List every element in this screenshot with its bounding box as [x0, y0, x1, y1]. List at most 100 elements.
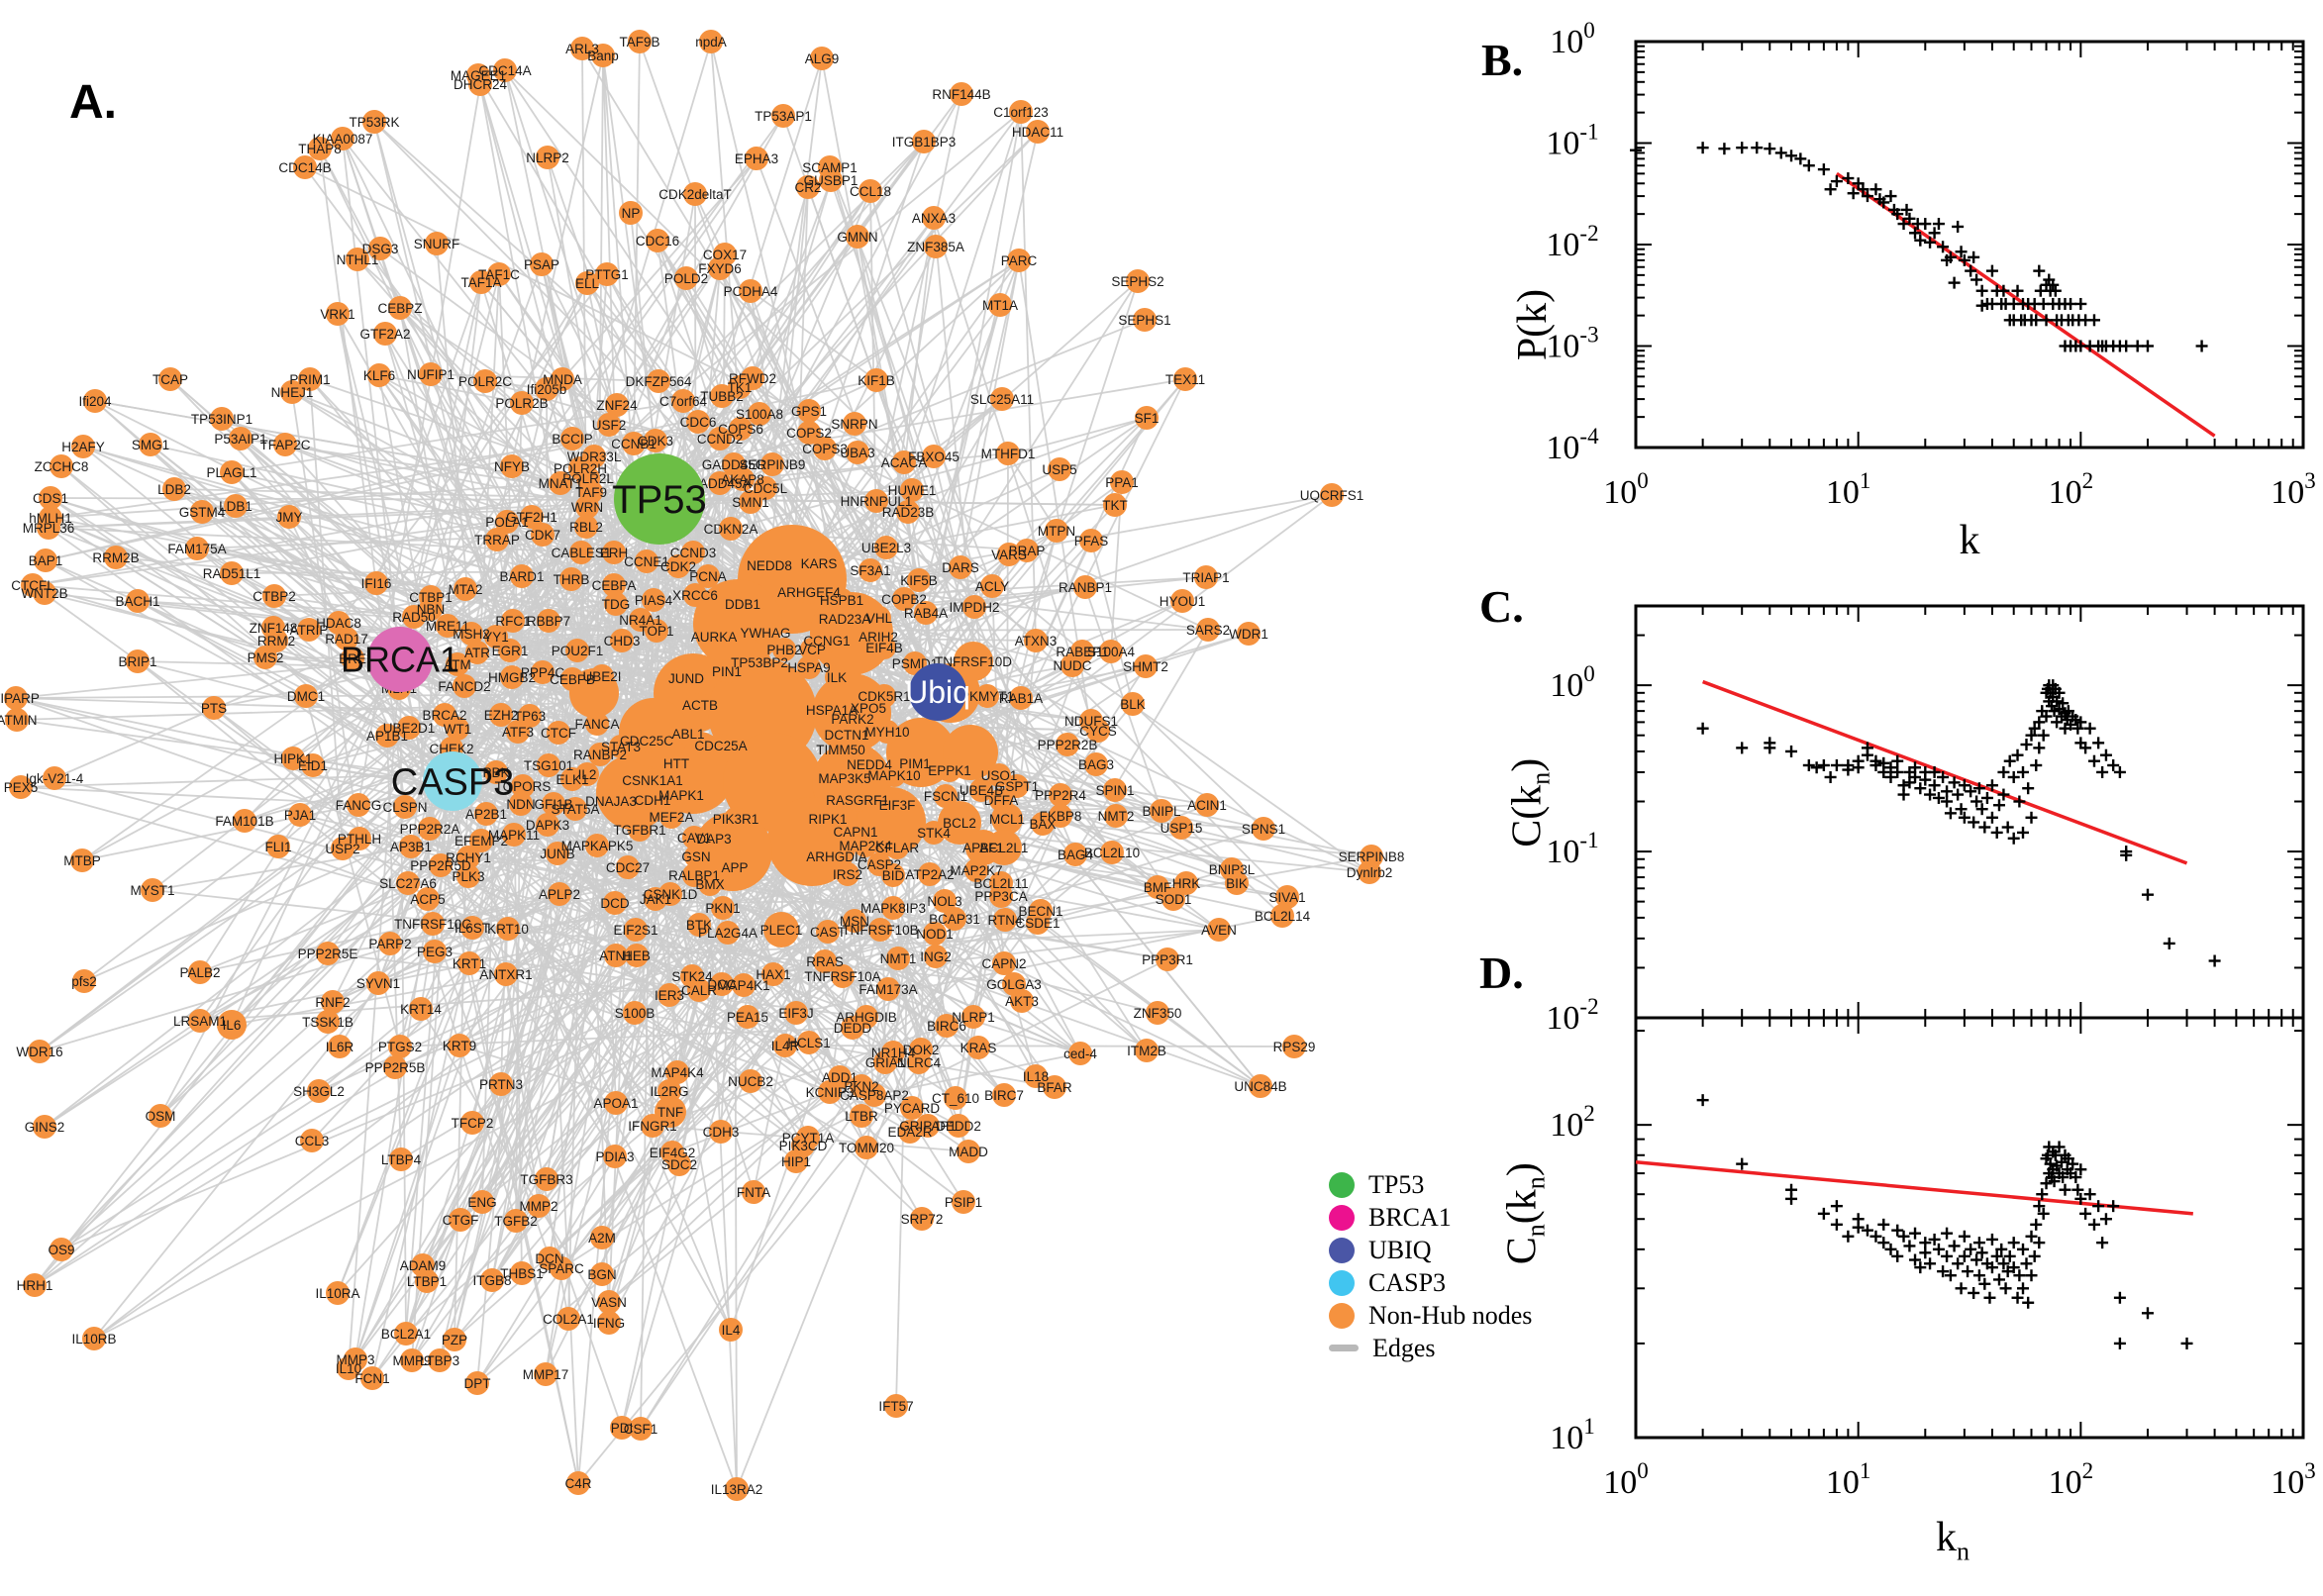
network-node [399, 835, 423, 858]
plot-C: 100 10-1 10-2 [1546, 604, 2305, 1037]
node-label: PKN1 [705, 901, 740, 916]
node-label: DAP3 [696, 832, 731, 847]
node-label: PIN1 [712, 664, 742, 679]
network-node [1060, 653, 1084, 677]
network-node [158, 367, 182, 391]
node-label: WNT2B [21, 586, 67, 601]
svg-text:10-3: 10-3 [1546, 323, 1598, 365]
svg-text:10-2: 10-2 [1546, 994, 1598, 1037]
network-node [500, 665, 524, 689]
edge [399, 658, 407, 1335]
node-label: IL18 [1023, 1069, 1049, 1084]
network-node [796, 175, 820, 199]
node-label: GRIPAP1 [899, 1119, 957, 1134]
node-label: USP5 [1042, 462, 1076, 477]
node-label: KIAA0087 [313, 132, 373, 147]
network-node [202, 696, 226, 720]
node-label: BARD1 [499, 569, 544, 584]
network-node [1010, 989, 1034, 1013]
network-node [748, 402, 771, 426]
network-node [210, 407, 234, 431]
network-node [347, 793, 370, 817]
node-label: ATMIN [0, 713, 38, 728]
network-node [301, 753, 325, 777]
node-label: CSDE1 [1015, 916, 1060, 931]
node-label: TKT [1102, 498, 1128, 513]
network-node [816, 807, 840, 831]
network-node [850, 1104, 873, 1128]
network-node [326, 302, 350, 326]
node-label: ced-4 [1063, 1047, 1097, 1061]
node-label: UBE4B [960, 783, 1003, 798]
node-label: TIMM50 [816, 743, 865, 757]
network-node [858, 179, 882, 203]
network-node [280, 380, 304, 404]
node-label: CAPN2 [981, 956, 1026, 971]
network-node [368, 237, 392, 260]
node-label: STK4 [917, 826, 951, 841]
network-node [308, 137, 332, 160]
node-label: ERH [600, 546, 629, 560]
network-node [1133, 308, 1157, 332]
node-label: TFAP2C [259, 438, 310, 452]
node-label: FBXO45 [908, 449, 960, 464]
node-label: CDK5R1 [858, 689, 910, 704]
node-label: EDA2R [887, 1125, 932, 1140]
network-node [574, 515, 598, 539]
node-label: MT1A [982, 298, 1018, 313]
network-node [575, 271, 599, 295]
edge [452, 780, 957, 1099]
network-node [761, 962, 785, 986]
network-node [641, 788, 664, 812]
node-label: CT_610 [932, 1091, 979, 1106]
edge [399, 386, 741, 660]
network-node [771, 104, 795, 128]
panel-b-label: B. [1481, 35, 1524, 85]
node-label: WDR33L [567, 449, 622, 464]
network-node [1121, 692, 1145, 716]
network-node [604, 592, 628, 616]
network-node [281, 747, 305, 770]
edge [342, 138, 401, 660]
network-node [952, 1190, 975, 1214]
node-label: EIF3F [879, 798, 916, 813]
node-label: PTS [201, 701, 227, 716]
legend-label: Edges [1372, 1333, 1436, 1362]
network-node [885, 836, 909, 859]
network-node [772, 638, 796, 661]
node-label: TAF9 [575, 485, 607, 500]
node-label: EIF3J [778, 1006, 813, 1021]
network-node [590, 1262, 614, 1286]
network-node [423, 940, 447, 963]
node-label: PCDHA4 [724, 284, 778, 299]
node-label: EIF4G2 [650, 1146, 696, 1160]
node-label: WDR1 [1229, 627, 1268, 642]
network-node [297, 618, 321, 642]
node-label: APLP2 [539, 887, 580, 902]
network-node [536, 146, 559, 169]
network-node [831, 964, 855, 988]
node-label: BCL2L10 [1084, 846, 1140, 860]
edge [338, 622, 673, 1153]
legend-label: UBIQ [1368, 1235, 1432, 1264]
node-label: FSCN1 [924, 789, 967, 804]
network-node [556, 1307, 580, 1331]
node-label: BCL2L14 [1255, 909, 1311, 924]
network-node [858, 558, 882, 582]
edge [658, 141, 925, 500]
network-node [610, 1416, 634, 1440]
node-label: WRN [571, 500, 603, 515]
node-label: CCL3 [295, 1134, 330, 1148]
network-node [736, 1005, 759, 1029]
network-node [190, 500, 214, 524]
node-label: ILK [827, 670, 847, 685]
node-label: DCD [600, 896, 629, 911]
node-label: TNFRSF10C [394, 917, 471, 932]
node-label: MAPKAPK5 [561, 839, 634, 853]
network-node [388, 1035, 412, 1058]
network-node [104, 546, 128, 569]
node-label: CALR [681, 983, 717, 998]
edge [480, 281, 660, 500]
node-label: ATXN3 [1015, 634, 1058, 648]
